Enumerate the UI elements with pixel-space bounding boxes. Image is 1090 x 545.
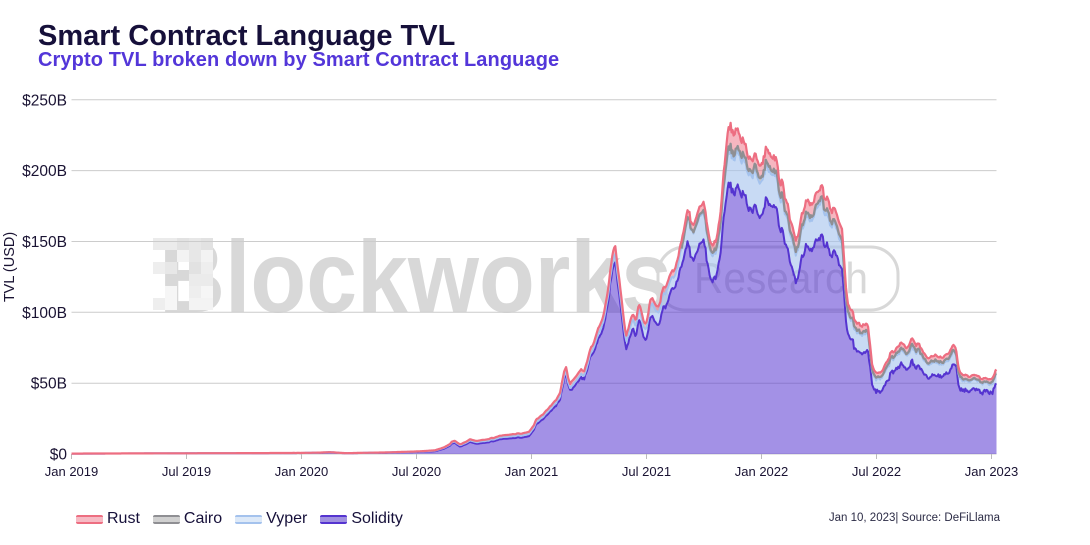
svg-text:$0: $0 (50, 447, 68, 464)
svg-text:Jul 2022: Jul 2022 (852, 464, 901, 479)
svg-text:Jan 2021: Jan 2021 (505, 464, 559, 479)
svg-text:$200B: $200B (22, 163, 67, 180)
svg-text:$150B: $150B (22, 234, 67, 251)
svg-text:Jan 2022: Jan 2022 (735, 464, 789, 479)
svg-text:Jan 2020: Jan 2020 (275, 464, 329, 479)
svg-text:TVL (USD): TVL (USD) (2, 232, 18, 302)
svg-text:Jul 2020: Jul 2020 (392, 464, 441, 479)
svg-text:Jul 2019: Jul 2019 (162, 464, 211, 479)
svg-text:Jan 2019: Jan 2019 (45, 464, 99, 479)
svg-text:Jan 2023: Jan 2023 (965, 464, 1019, 479)
svg-text:Jul 2021: Jul 2021 (622, 464, 671, 479)
svg-text:$50B: $50B (31, 376, 67, 393)
svg-text:Blockworks: Blockworks (159, 220, 672, 334)
svg-text:$250B: $250B (22, 92, 67, 109)
svg-text:$100B: $100B (22, 305, 67, 322)
